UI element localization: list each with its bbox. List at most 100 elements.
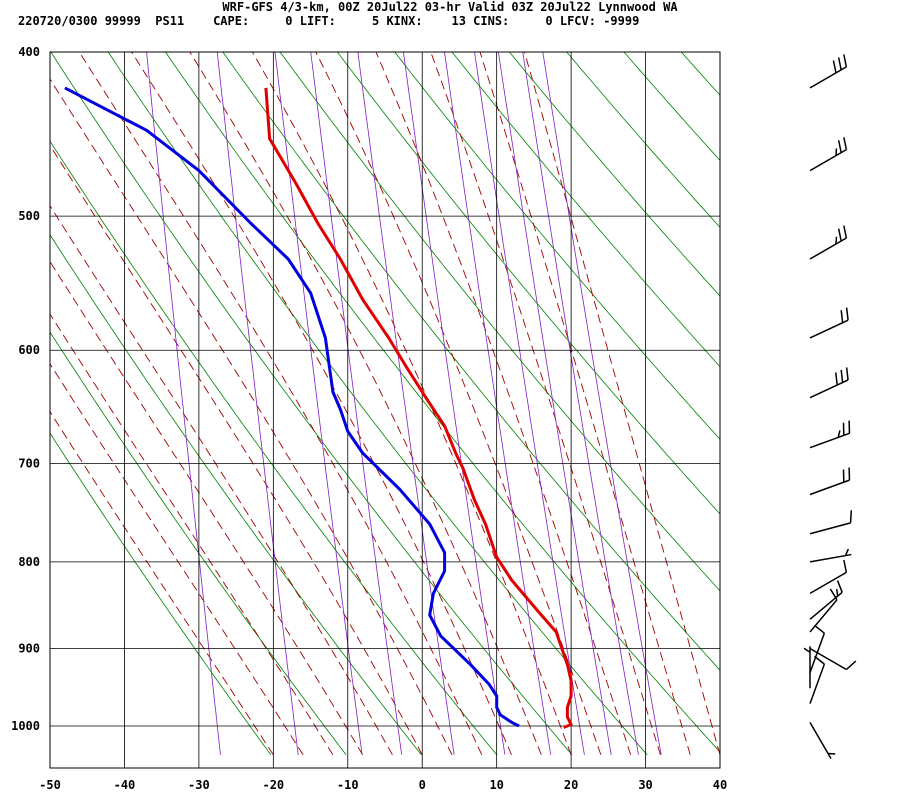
wind-barb	[803, 646, 811, 689]
dry-adiabat	[50, 234, 422, 756]
wind-barb	[809, 225, 848, 260]
dry-adiabat	[50, 432, 272, 756]
barb-shaft	[809, 432, 850, 449]
barb-shaft	[809, 379, 849, 399]
wind-barb	[809, 624, 826, 673]
background-lines	[50, 52, 720, 756]
moist-adiabat	[131, 52, 513, 756]
barb-feather	[813, 624, 825, 634]
wind-barb	[809, 367, 849, 399]
wind-barb	[809, 580, 843, 620]
mixing-ratio-line	[444, 52, 552, 755]
moist-adiabat	[430, 52, 661, 755]
dry-adiabat	[279, 52, 720, 592]
moist-adiabat	[315, 52, 602, 755]
dry-adiabat	[394, 52, 720, 440]
moist-adiabat	[50, 78, 453, 756]
barb-shaft	[809, 479, 850, 496]
dry-adiabat	[508, 52, 720, 297]
x-tick-label: -30	[188, 778, 210, 792]
moist-adiabat	[50, 144, 423, 756]
moist-adiabat	[50, 205, 393, 756]
wind-barb	[809, 721, 836, 760]
moist-adiabat	[189, 52, 542, 755]
dry-adiabat	[50, 140, 498, 756]
x-tick-label: -40	[114, 778, 136, 792]
barb-feather	[843, 225, 848, 239]
x-tick-label: 0	[419, 778, 426, 792]
dry-adiabat	[222, 52, 720, 671]
y-tick-label: 700	[18, 457, 40, 471]
moist-adiabat	[524, 52, 720, 755]
tick-labels: -50 -40 -30 -20 -10 0 10 20 30 40 400 500 600 700 800 9…	[11, 45, 727, 792]
mixing-ratio-line	[403, 52, 506, 755]
barb-shaft	[809, 571, 847, 595]
wind-barb	[809, 647, 857, 671]
y-tick-label: 500	[18, 209, 40, 223]
y-tick-label: 900	[18, 641, 40, 655]
mixing-ratio-line	[310, 52, 403, 755]
barb-feather	[840, 310, 844, 323]
dry-adiabat	[50, 52, 573, 756]
barb-shaft	[809, 721, 832, 760]
barb-shaft	[809, 522, 851, 535]
wind-barb	[809, 588, 838, 633]
barb-feather	[803, 647, 811, 653]
dry-adiabat	[336, 52, 720, 515]
x-tick-label: 30	[638, 778, 652, 792]
chart-title: WRF-GFS 4/3-km, 00Z 20Jul22 03-hr Valid …	[222, 0, 678, 14]
mixing-ratio-line	[274, 52, 363, 755]
wind-barb	[809, 510, 853, 535]
dry-adiabat	[566, 52, 720, 228]
x-tick-label: 10	[489, 778, 503, 792]
y-tick-label: 400	[18, 45, 40, 59]
barb-shaft	[809, 591, 843, 620]
dry-adiabat	[680, 52, 720, 96]
moist-adiabat	[479, 52, 691, 755]
wind-barb	[809, 559, 848, 595]
barb-feather	[837, 140, 842, 153]
mixing-ratio-line	[522, 52, 639, 755]
wind-barb	[809, 137, 848, 172]
plot-frame	[49, 51, 721, 769]
wind-barb	[809, 467, 851, 496]
moist-adiabat	[50, 313, 334, 756]
mixing-ratio-line	[216, 52, 299, 755]
barb-feather	[843, 54, 848, 68]
mixing-ratio-line	[357, 52, 455, 755]
barb-feather	[813, 655, 825, 665]
barb-shaft	[809, 148, 847, 172]
barb-feather	[834, 372, 838, 386]
barb-feather	[837, 228, 842, 242]
y-tick-label: 800	[18, 555, 40, 569]
wind-barb	[809, 548, 852, 563]
barb-shaft	[809, 319, 849, 339]
wind-barb	[809, 420, 851, 449]
x-tick-label: -20	[262, 778, 284, 792]
barb-feather	[836, 588, 839, 597]
barb-feather	[837, 57, 842, 71]
barb-shaft	[809, 237, 847, 260]
mixing-ratio-line	[542, 52, 662, 755]
barb-feather	[845, 367, 849, 381]
barb-shaft	[809, 599, 838, 633]
moist-adiabat	[50, 410, 274, 756]
barb-feather	[832, 60, 837, 74]
dry-adiabat	[623, 52, 720, 162]
dry-adiabat	[451, 52, 720, 368]
wind-barb	[809, 307, 849, 339]
barb-feather	[849, 510, 853, 523]
data-series	[64, 86, 573, 729]
wind-barb	[809, 54, 848, 89]
dry-adiabat	[50, 331, 347, 756]
moist-adiabat	[251, 52, 572, 755]
barb-shaft	[809, 647, 847, 671]
moist-adiabat	[375, 52, 632, 755]
dry-adiabat	[107, 52, 648, 756]
dewpoint-line	[64, 86, 520, 728]
barb-shaft	[809, 66, 847, 89]
barb-feather	[829, 588, 838, 601]
barb-shaft	[809, 632, 826, 673]
barb-feather	[836, 580, 843, 593]
